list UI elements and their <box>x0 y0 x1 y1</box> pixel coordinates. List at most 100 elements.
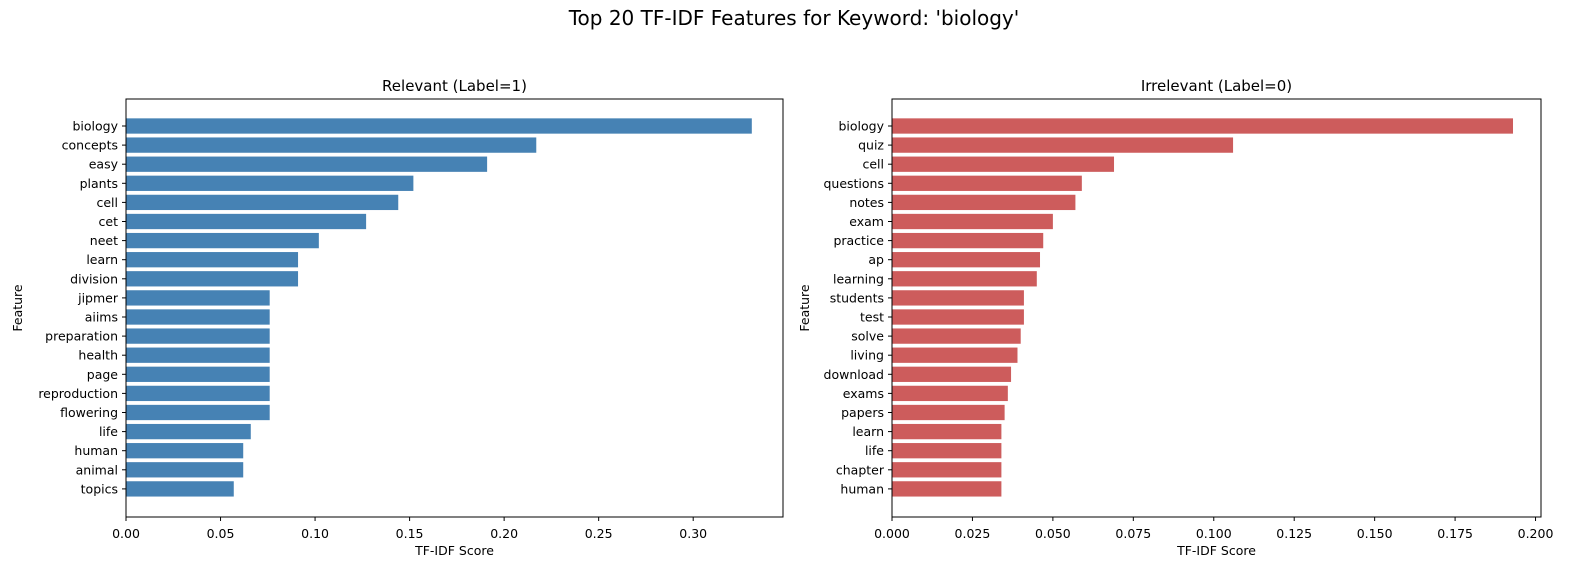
irrelevant-y-tick-label: test <box>860 310 884 325</box>
relevant-x-tick-label: 0.20 <box>490 526 518 541</box>
irrelevant-bar-practice <box>892 232 1044 249</box>
irrelevant-y-tick-label: questions <box>823 176 884 191</box>
irrelevant-bar-papers <box>892 404 1005 421</box>
relevant-x-ticks: 0.00 0.05 0.10 0.15 0.20 0.25 0.30 <box>112 517 707 541</box>
irrelevant-x-ticks: 0.000 0.025 0.050 0.075 0.100 0.125 0.150 0.175… <box>874 517 1553 541</box>
irrelevant-y-tick-label: exam <box>849 214 884 229</box>
figure-suptitle: Top 20 TF-IDF Features for Keyword: 'bio… <box>568 6 1020 30</box>
relevant-y-tick-label: human <box>74 443 118 458</box>
relevant-bar-human <box>126 443 244 459</box>
irrelevant-y-tick-label: quiz <box>858 138 884 153</box>
irrelevant-bar-solve <box>892 328 1021 344</box>
irrelevant-chart-panel: Irrelevant (Label=0) TF-IDF Score Featur… <box>797 77 1553 558</box>
relevant-bar-neet <box>126 232 319 249</box>
irrelevant-bar-quiz <box>892 137 1234 153</box>
relevant-bar-page <box>126 366 270 382</box>
irrelevant-bar-learning <box>892 271 1037 287</box>
relevant-bar-easy <box>126 156 488 172</box>
irrelevant-bar-exams <box>892 385 1008 402</box>
relevant-y-tick-label: preparation <box>45 329 118 344</box>
irrelevant-x-tick-label: 0.075 <box>1115 526 1151 541</box>
irrelevant-y-tick-label: students <box>830 290 884 305</box>
irrelevant-bar-human <box>892 481 1002 497</box>
relevant-y-tick-label: topics <box>81 481 118 496</box>
irrelevant-x-axis-label: TF-IDF Score <box>1176 543 1256 558</box>
relevant-x-tick-label: 0.15 <box>396 526 424 541</box>
irrelevant-y-tick-label: notes <box>849 195 884 210</box>
irrelevant-bar-learn <box>892 423 1002 440</box>
relevant-y-tick-label: plants <box>80 176 118 191</box>
relevant-y-tick-label: easy <box>89 157 119 172</box>
irrelevant-x-tick-label: 0.125 <box>1276 526 1312 541</box>
irrelevant-y-tick-label: biology <box>838 119 884 134</box>
irrelevant-bar-living <box>892 347 1018 363</box>
relevant-y-axis-label: Feature <box>10 284 25 332</box>
irrelevant-x-tick-label: 0.200 <box>1518 526 1554 541</box>
relevant-y-tick-label: life <box>99 424 118 439</box>
relevant-plot-frame <box>125 98 784 518</box>
irrelevant-bar-questions <box>892 175 1082 191</box>
relevant-y-tick-label: neet <box>90 233 118 248</box>
relevant-bar-animal <box>126 462 244 478</box>
irrelevant-y-tick-label: practice <box>833 233 884 248</box>
relevant-bar-life <box>126 423 251 440</box>
irrelevant-y-tick-label: human <box>840 481 884 496</box>
relevant-bar-concepts <box>126 137 537 153</box>
relevant-chart-title: Relevant (Label=1) <box>382 77 527 95</box>
irrelevant-x-tick-label: 0.025 <box>955 526 991 541</box>
irrelevant-plot-frame <box>891 98 1542 518</box>
relevant-chart-panel: Relevant (Label=1) TF-IDF Score Feature … <box>10 77 784 558</box>
relevant-y-tick-label: learn <box>86 252 118 267</box>
irrelevant-bar-cell <box>892 156 1115 172</box>
irrelevant-bar-life <box>892 443 1002 459</box>
irrelevant-x-tick-label: 0.175 <box>1437 526 1473 541</box>
irrelevant-chart-title: Irrelevant (Label=0) <box>1141 77 1292 95</box>
relevant-bar-plants <box>126 175 414 191</box>
irrelevant-y-tick-label: cell <box>862 157 884 172</box>
irrelevant-y-ticks: biology quiz cell questions notes exam practic… <box>823 119 892 496</box>
relevant-bar-biology <box>126 118 752 134</box>
irrelevant-bar-students <box>892 290 1024 306</box>
relevant-y-tick-label: animal <box>76 462 118 477</box>
irrelevant-y-tick-label: download <box>824 367 884 382</box>
irrelevant-bar-notes <box>892 194 1076 211</box>
relevant-y-ticks: biology concepts easy plants cell cet neet lear… <box>38 119 126 496</box>
relevant-x-tick-label: 0.30 <box>679 526 707 541</box>
irrelevant-x-tick-label: 0.100 <box>1196 526 1232 541</box>
relevant-bar-flowering <box>126 404 270 421</box>
relevant-y-tick-label: division <box>70 271 118 286</box>
relevant-y-tick-label: flowering <box>60 405 118 420</box>
irrelevant-y-tick-label: papers <box>841 405 884 420</box>
irrelevant-y-tick-label: living <box>850 348 884 363</box>
relevant-y-tick-label: cell <box>96 195 118 210</box>
irrelevant-y-tick-label: solve <box>851 329 884 344</box>
irrelevant-bar-exam <box>892 213 1053 230</box>
relevant-bar-health <box>126 347 270 363</box>
relevant-bar-division <box>126 271 299 287</box>
relevant-bar-aiims <box>126 309 270 325</box>
relevant-y-tick-label: page <box>87 367 119 382</box>
relevant-y-tick-label: jipmer <box>77 290 119 305</box>
irrelevant-bar-biology <box>892 118 1514 134</box>
irrelevant-x-tick-label: 0.050 <box>1035 526 1071 541</box>
irrelevant-y-tick-label: exams <box>843 386 884 401</box>
relevant-bar-reproduction <box>126 385 270 402</box>
relevant-bar-topics <box>126 481 234 497</box>
relevant-y-tick-label: health <box>78 348 118 363</box>
irrelevant-y-tick-label: chapter <box>836 462 885 477</box>
irrelevant-x-tick-label: 0.000 <box>874 526 910 541</box>
relevant-y-tick-label: biology <box>72 119 118 134</box>
irrelevant-bars <box>892 118 1514 497</box>
relevant-y-tick-label: concepts <box>62 138 118 153</box>
relevant-x-axis-label: TF-IDF Score <box>414 543 494 558</box>
irrelevant-bar-ap <box>892 252 1041 268</box>
irrelevant-y-tick-label: learn <box>852 424 884 439</box>
irrelevant-bar-chapter <box>892 462 1002 478</box>
irrelevant-y-tick-label: learning <box>833 271 884 286</box>
relevant-y-tick-label: reproduction <box>38 386 118 401</box>
irrelevant-bar-download <box>892 366 1012 382</box>
relevant-bar-preparation <box>126 328 270 344</box>
relevant-y-tick-label: aiims <box>85 310 118 325</box>
irrelevant-y-tick-label: life <box>865 443 884 458</box>
